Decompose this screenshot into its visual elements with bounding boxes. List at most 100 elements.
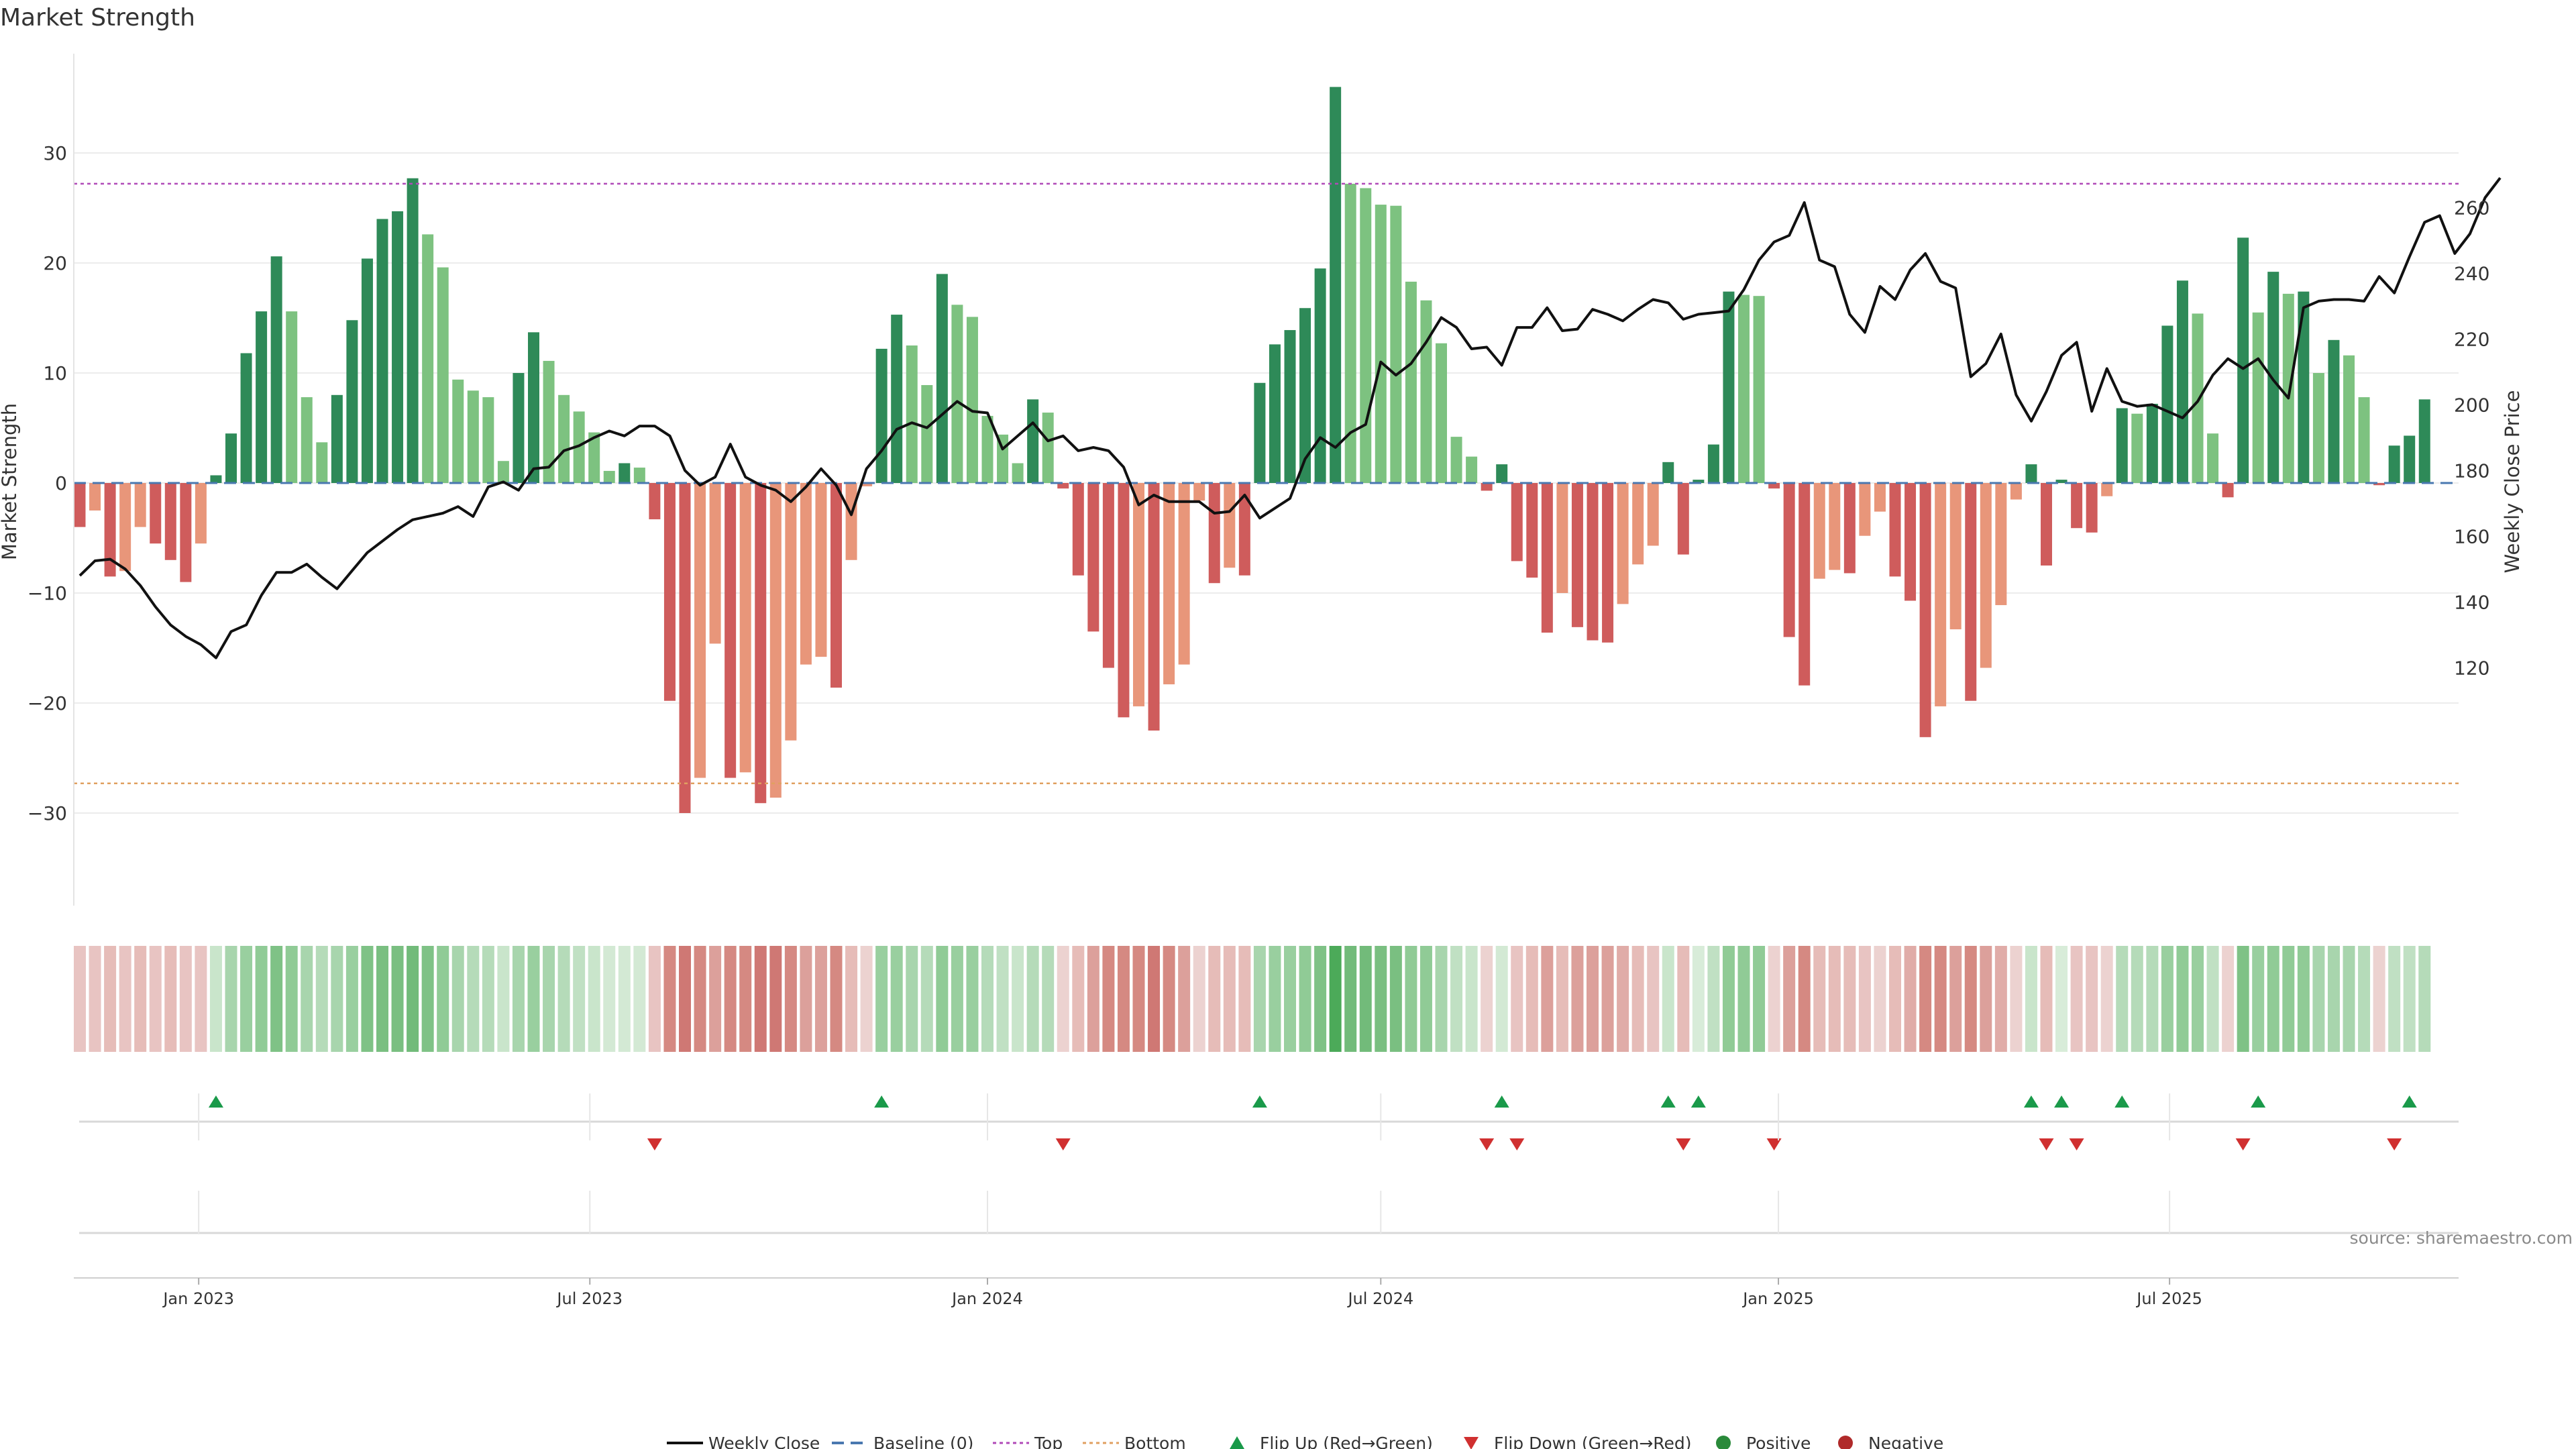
strip-cell-92 bbox=[1465, 946, 1478, 1052]
strip-cell-141 bbox=[2206, 946, 2219, 1052]
strength-bar-111 bbox=[1753, 296, 1765, 483]
strip-cell-37 bbox=[633, 946, 646, 1052]
strip-cell-13 bbox=[270, 946, 283, 1052]
strip-cell-6 bbox=[164, 946, 177, 1052]
strip-cell-8 bbox=[195, 946, 207, 1052]
strength-bar-139 bbox=[2176, 280, 2188, 483]
strip-cell-4 bbox=[134, 946, 147, 1052]
strip-cell-2 bbox=[104, 946, 117, 1052]
strength-bar-131 bbox=[2055, 480, 2068, 483]
strip-cell-25 bbox=[451, 946, 464, 1052]
strip-cell-61 bbox=[996, 946, 1009, 1052]
strip-cell-45 bbox=[754, 946, 767, 1052]
strength-bar-44 bbox=[739, 483, 751, 773]
strip-cell-85 bbox=[1359, 946, 1372, 1052]
strip-cell-41 bbox=[694, 946, 706, 1052]
strength-bar-121 bbox=[1904, 483, 1917, 601]
strip-cell-17 bbox=[331, 946, 343, 1052]
strip-cell-148 bbox=[2312, 946, 2325, 1052]
strip-cell-136 bbox=[2131, 946, 2143, 1052]
strength-bar-55 bbox=[906, 345, 918, 483]
strength-bar-148 bbox=[2312, 373, 2324, 483]
strength-bar-94 bbox=[1496, 464, 1508, 483]
strength-bar-23 bbox=[422, 234, 434, 483]
strength-bar-95 bbox=[1511, 483, 1523, 561]
strip-cell-57 bbox=[936, 946, 949, 1052]
strength-bar-49 bbox=[815, 483, 827, 657]
strength-bar-115 bbox=[1813, 483, 1825, 579]
strip-cell-49 bbox=[814, 946, 827, 1052]
strength-bar-77 bbox=[1238, 483, 1250, 576]
strength-bar-127 bbox=[1995, 483, 2007, 606]
strength-bar-34 bbox=[588, 432, 600, 483]
strength-bar-133 bbox=[2086, 483, 2098, 533]
right-tick-0: 260 bbox=[2454, 197, 2489, 219]
strip-cell-16 bbox=[315, 946, 328, 1052]
strip-cell-130 bbox=[2040, 946, 2053, 1052]
strength-bar-82 bbox=[1314, 268, 1326, 483]
strip-cell-146 bbox=[2282, 946, 2295, 1052]
strength-bar-4 bbox=[134, 483, 146, 527]
strip-cell-151 bbox=[2358, 946, 2371, 1052]
flip-up-marker-3 bbox=[1494, 1095, 1509, 1108]
x-axis: Jan 2023 Jul 2023 Jan 2024 Jul 2024 Jan 2025… bbox=[74, 1093, 2459, 1308]
strip-cell-67 bbox=[1087, 946, 1099, 1052]
strip-cell-121 bbox=[1904, 946, 1917, 1052]
strength-bar-66 bbox=[1072, 483, 1084, 576]
strip-cell-58 bbox=[951, 946, 963, 1052]
x-tick-label-5: Jul 2025 bbox=[2135, 1289, 2202, 1308]
strip-cell-94 bbox=[1495, 946, 1508, 1052]
strip-cell-77 bbox=[1238, 946, 1251, 1052]
strip-cell-140 bbox=[2192, 946, 2204, 1052]
strength-bar-65 bbox=[1057, 483, 1069, 489]
strip-cell-109 bbox=[1722, 946, 1735, 1052]
strength-bar-132 bbox=[2071, 483, 2083, 529]
strip-cell-108 bbox=[1707, 946, 1720, 1052]
strength-bar-105 bbox=[1662, 462, 1674, 483]
strength-bar-69 bbox=[1118, 483, 1130, 718]
strength-bar-112 bbox=[1768, 483, 1780, 489]
strip-cell-123 bbox=[1934, 946, 1947, 1052]
strip-cell-74 bbox=[1193, 946, 1205, 1052]
strength-bar-51 bbox=[845, 483, 857, 560]
strip-cell-18 bbox=[345, 946, 358, 1052]
strength-bar-125 bbox=[1965, 483, 1977, 701]
strength-bar-64 bbox=[1042, 413, 1054, 483]
strength-bar-97 bbox=[1541, 483, 1553, 633]
strength-bar-30 bbox=[528, 332, 539, 483]
strip-cell-138 bbox=[2161, 946, 2174, 1052]
strip-cell-65 bbox=[1057, 946, 1069, 1052]
strip-cell-21 bbox=[391, 946, 404, 1052]
strength-bar-146 bbox=[2282, 293, 2294, 483]
strength-bar-123 bbox=[1935, 483, 1947, 706]
strength-bar-35 bbox=[603, 470, 615, 483]
strip-cell-62 bbox=[1012, 946, 1024, 1052]
strip-cell-110 bbox=[1737, 946, 1750, 1052]
strip-cell-48 bbox=[800, 946, 812, 1052]
reference-lines bbox=[74, 182, 2459, 784]
flip-up-marker-10 bbox=[2402, 1095, 2417, 1108]
strength-bar-58 bbox=[951, 305, 963, 483]
left-tick-3: 0 bbox=[55, 472, 67, 494]
strip-cell-19 bbox=[361, 946, 374, 1052]
legend-label-2: Top bbox=[1034, 1434, 1063, 1449]
strength-bar-104 bbox=[1647, 483, 1659, 546]
flip-up-marker-9 bbox=[2251, 1095, 2266, 1108]
strip-cell-59 bbox=[966, 946, 979, 1052]
strip-cell-34 bbox=[588, 946, 600, 1052]
strip-cell-5 bbox=[149, 946, 162, 1052]
strength-bar-38 bbox=[649, 483, 661, 520]
strength-bar-3 bbox=[119, 483, 131, 572]
legend-label-4: Flip Up (Red→Green) bbox=[1260, 1434, 1433, 1449]
strength-bar-126 bbox=[1980, 483, 1992, 668]
flip-down-marker-5 bbox=[1766, 1138, 1782, 1150]
strip-cell-33 bbox=[573, 946, 586, 1052]
left-tick-4: −10 bbox=[28, 582, 67, 604]
strength-bar-42 bbox=[709, 483, 721, 644]
strength-bar-113 bbox=[1783, 483, 1795, 637]
strength-bar-60 bbox=[981, 415, 994, 483]
strength-bar-152 bbox=[2373, 483, 2385, 486]
right-tick-1: 240 bbox=[2454, 262, 2489, 284]
strength-bar-109 bbox=[1723, 291, 1735, 483]
right-tick-7: 120 bbox=[2454, 657, 2489, 679]
